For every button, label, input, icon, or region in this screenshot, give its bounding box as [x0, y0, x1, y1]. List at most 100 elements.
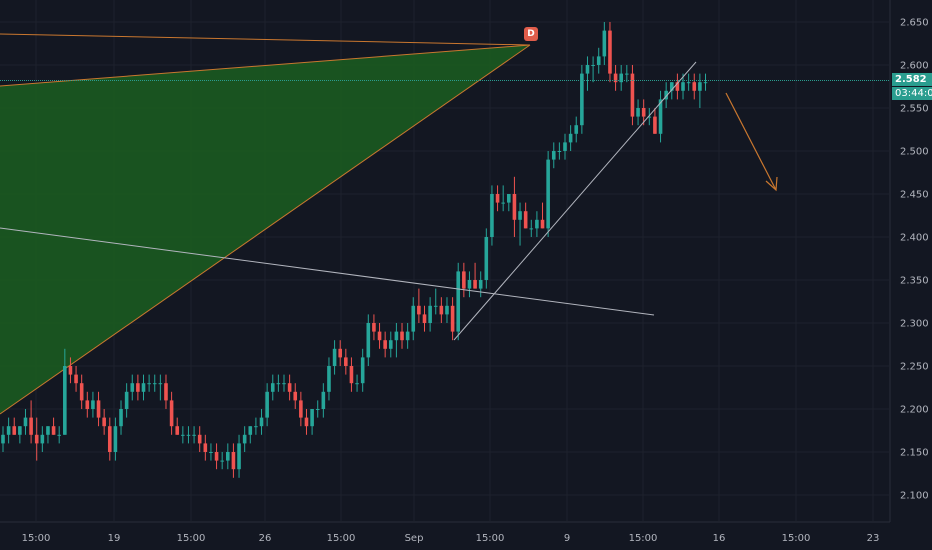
candle-body	[546, 159, 550, 229]
x-tick-label: 15:00	[327, 533, 356, 544]
candle-body	[692, 82, 697, 91]
candle-body	[164, 383, 168, 401]
pattern-drawing[interactable]	[0, 33, 531, 415]
candle-body	[591, 65, 595, 66]
candle-body	[332, 348, 337, 366]
candle-body	[327, 366, 331, 392]
rising-channel-line	[453, 61, 697, 341]
x-axis[interactable]: 15:00 19 15:00 26 15:00 Sep 15:00 9 15:00 16 15:00…	[22, 533, 880, 544]
y-axis[interactable]: 2.650 2.600 2.550 2.500 2.450 2.400 2.350 2.300…	[900, 18, 929, 502]
candle-body	[518, 211, 522, 220]
candle-body	[366, 323, 371, 358]
candle-body	[529, 228, 534, 230]
candle-body	[473, 280, 477, 289]
candle-body	[360, 357, 365, 384]
candle-body	[417, 305, 421, 315]
candle-body	[372, 323, 376, 332]
candle-body	[585, 65, 590, 74]
candle-body	[96, 400, 101, 418]
candle-body	[254, 426, 258, 428]
candle-body	[46, 426, 50, 435]
candle-body	[79, 383, 84, 401]
candle-body	[636, 108, 640, 117]
candle-body	[698, 82, 702, 91]
candle-body	[658, 99, 663, 134]
candle-body	[355, 383, 359, 385]
candle-body	[248, 426, 253, 435]
candle-body	[349, 366, 354, 384]
candle-body	[400, 331, 404, 341]
candle-body	[124, 391, 129, 409]
candle-body	[495, 194, 500, 203]
candle-body	[405, 331, 410, 341]
candle-body	[703, 82, 708, 84]
candle-body	[12, 426, 17, 435]
candle-body	[377, 331, 382, 341]
candle-body	[450, 305, 455, 332]
y-tick-label: 2.500	[900, 147, 929, 158]
x-tick-label: 15:00	[476, 533, 505, 544]
candle-body	[315, 409, 320, 410]
candle-body	[304, 417, 309, 427]
candle-body	[608, 30, 612, 74]
candle-body	[523, 211, 528, 229]
candle-body	[152, 383, 157, 385]
x-tick-label: 19	[108, 533, 121, 544]
x-tick-label: 15:00	[177, 533, 206, 544]
candles	[1, 22, 708, 478]
candle-body	[91, 400, 95, 409]
candle-body	[147, 383, 151, 385]
y-tick-label: 2.250	[900, 362, 929, 373]
y-tick-label: 2.150	[900, 448, 929, 459]
candle-body	[574, 125, 579, 134]
candle-body	[242, 434, 247, 444]
candle-body	[34, 434, 39, 444]
candle-body	[383, 340, 387, 349]
x-tick-label: 26	[259, 533, 272, 544]
candle-body	[270, 383, 275, 392]
candle-body	[568, 133, 573, 143]
candle-body	[512, 194, 517, 220]
x-tick-label: 15:00	[782, 533, 811, 544]
candle-body	[265, 391, 269, 418]
candle-body	[74, 374, 78, 384]
candle-body	[394, 331, 399, 341]
candle-body	[411, 305, 416, 332]
candle-body	[186, 434, 191, 436]
candle-body	[220, 460, 224, 462]
pattern-point-badge[interactable]: D	[524, 27, 538, 41]
candle-body	[63, 366, 67, 435]
x-tick-label: 23	[867, 533, 880, 544]
candle-body	[287, 383, 292, 392]
x-tick-label: 16	[713, 533, 726, 544]
candle-body	[197, 434, 202, 444]
candle-body	[136, 383, 140, 392]
x-tick-label: Sep	[405, 533, 424, 544]
pattern-middle-line	[0, 44, 531, 87]
candle-body	[641, 108, 646, 117]
candle-body	[630, 73, 635, 117]
candle-body	[299, 400, 303, 418]
candle-body	[596, 56, 601, 65]
candle-body	[259, 417, 264, 427]
candle-body	[276, 383, 281, 385]
drawings[interactable]	[0, 61, 890, 341]
x-tick-label: 9	[564, 533, 570, 544]
pattern-upper-line	[0, 33, 531, 46]
candle-body	[462, 271, 466, 289]
candle-body	[102, 417, 106, 427]
y-tick-label: 2.400	[900, 233, 929, 244]
candle-body	[675, 82, 680, 91]
long-trendline	[0, 227, 655, 316]
y-tick-label: 2.350	[900, 276, 929, 287]
candle-body	[175, 426, 180, 435]
candle-body	[40, 434, 45, 444]
candle-body	[310, 409, 314, 427]
candle-body	[540, 219, 545, 229]
candle-body	[130, 383, 135, 392]
candle-body	[158, 383, 163, 385]
candle-body	[664, 90, 668, 100]
y-tick-label: 2.200	[900, 405, 929, 416]
candle-body	[226, 452, 230, 461]
